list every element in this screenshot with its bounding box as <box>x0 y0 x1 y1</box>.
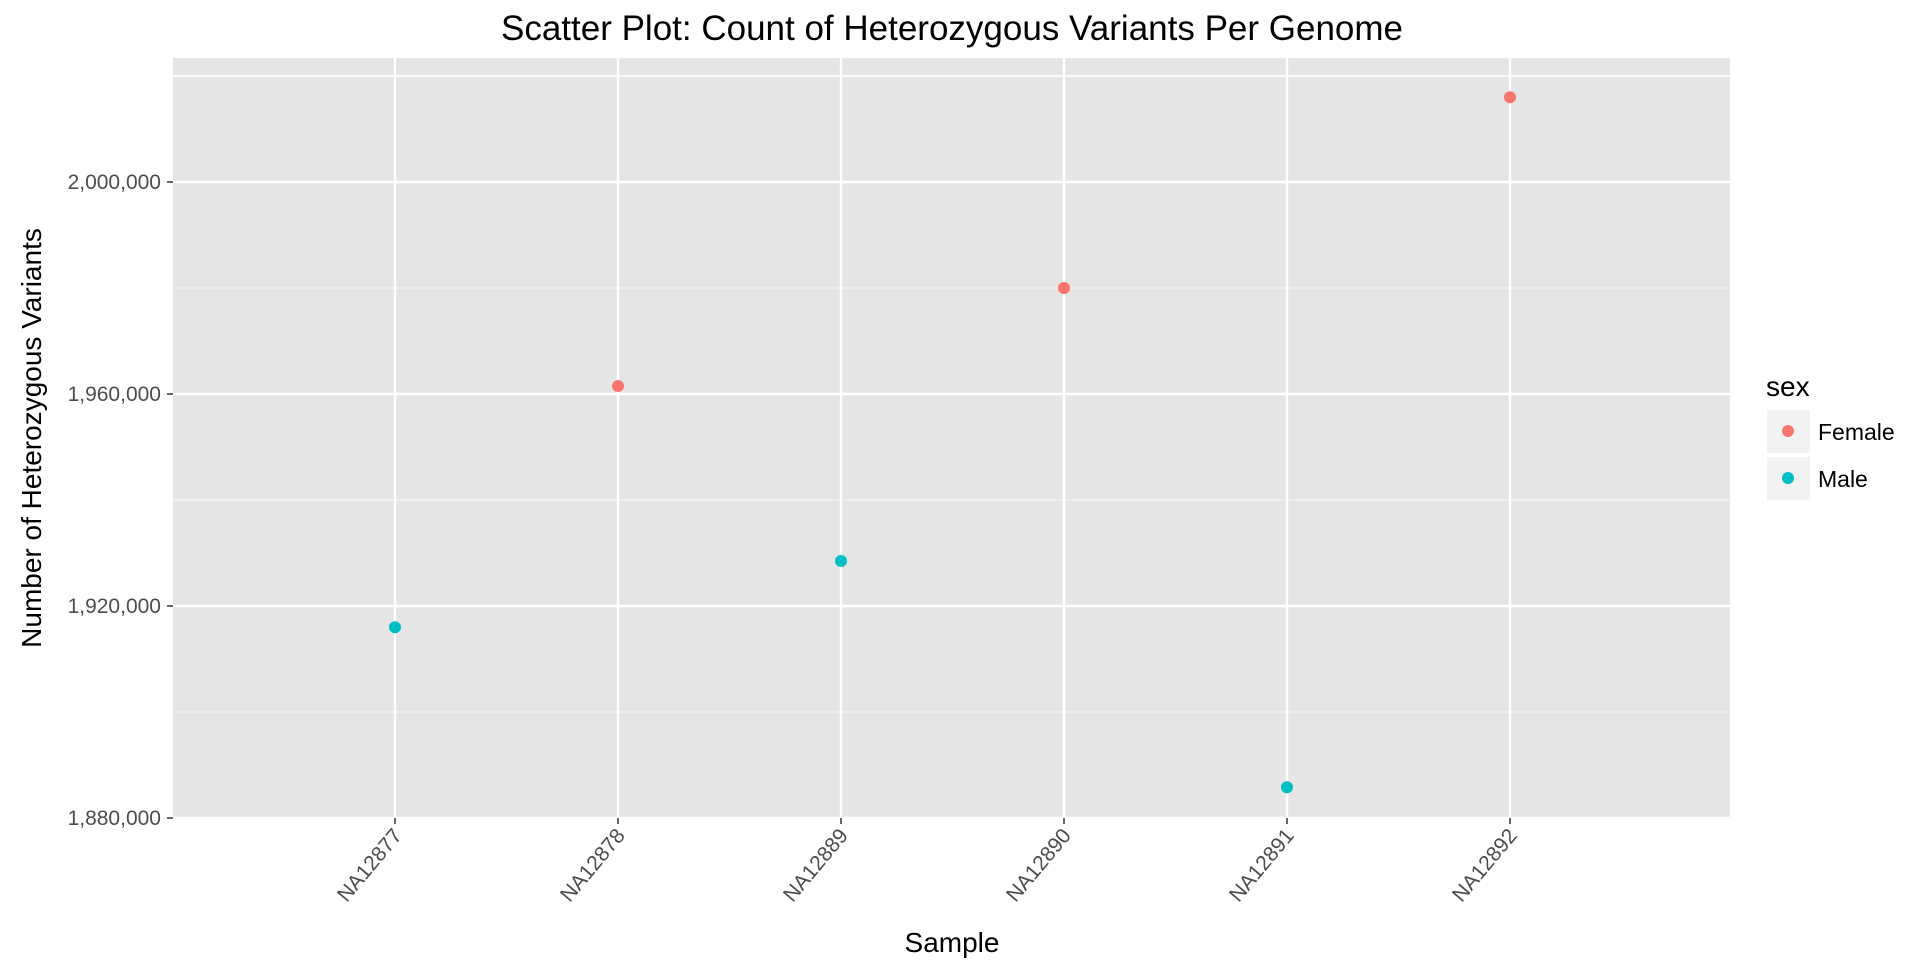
point-NA12892 <box>1504 91 1516 104</box>
major-grid <box>173 58 1730 820</box>
point-NA12877 <box>389 621 401 634</box>
x-tick-label-0: NA12877 <box>333 824 407 906</box>
point-NA12891 <box>1281 781 1293 794</box>
x-tick-label-5: NA12892 <box>1448 824 1522 906</box>
x-tick-label-2: NA12889 <box>779 824 853 906</box>
legend: sex Female Male <box>1766 371 1895 500</box>
legend-dot-male <box>1782 472 1794 484</box>
x-tick-label-4: NA12891 <box>1225 824 1299 906</box>
legend-item-male: Male <box>1767 457 1868 500</box>
legend-title: sex <box>1766 371 1810 402</box>
legend-dot-female <box>1782 425 1794 437</box>
point-NA12890 <box>1058 282 1070 294</box>
y-tick-label-0: 1,880,000 <box>68 807 161 830</box>
chart-title: Scatter Plot: Count of Heterozygous Vari… <box>501 9 1403 48</box>
x-axis-title: Sample <box>905 927 1000 958</box>
plot-panel <box>173 58 1730 818</box>
x-axis: NA12877 NA12878 NA12889 NA12890 NA12891 NA128… <box>333 818 1522 906</box>
x-tick-label-3: NA12890 <box>1002 824 1076 906</box>
y-axis-title: Number of Heterozygous Variants <box>16 228 47 648</box>
y-tick-label-3: 2,000,000 <box>68 171 161 194</box>
y-tick-label-1: 1,920,000 <box>68 595 161 618</box>
legend-item-female: Female <box>1767 410 1895 453</box>
point-NA12889 <box>835 554 847 567</box>
point-NA12878 <box>612 380 624 393</box>
x-tick-label-1: NA12878 <box>556 824 630 906</box>
y-axis: 1,880,000 1,920,000 1,960,000 2,000,000 <box>68 171 173 830</box>
legend-label-female: Female <box>1818 419 1895 445</box>
data-points <box>389 91 1516 794</box>
y-tick-label-2: 1,960,000 <box>68 383 161 406</box>
legend-label-male: Male <box>1818 466 1868 492</box>
